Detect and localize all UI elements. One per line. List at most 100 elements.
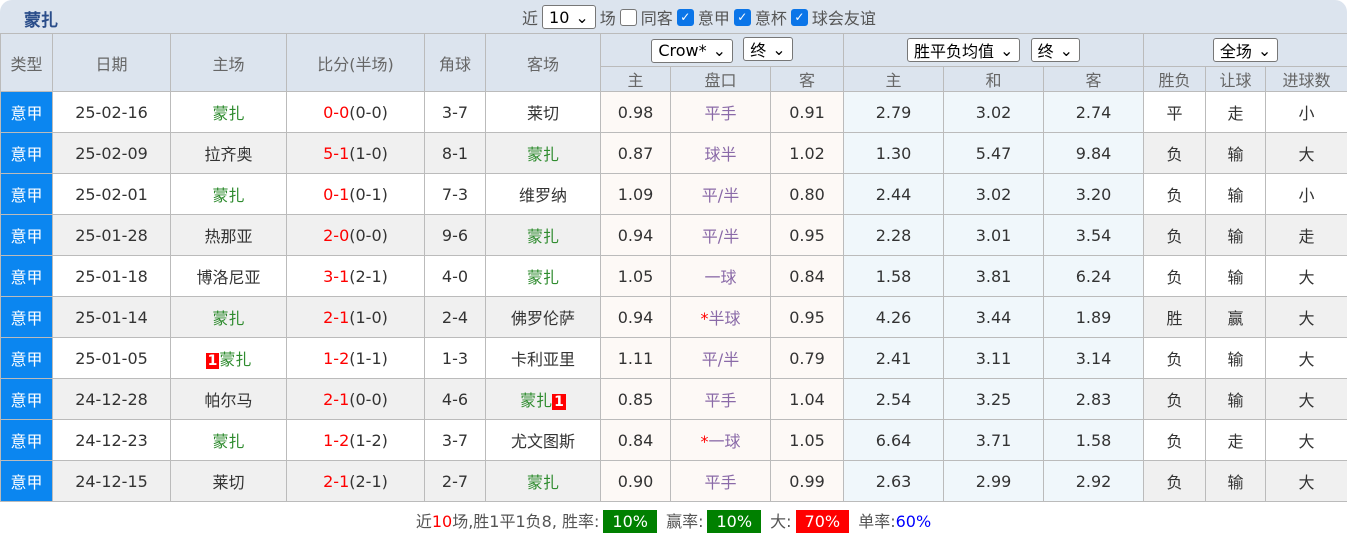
home-team-name[interactable]: 蒙扎 (212, 186, 245, 205)
away-cell: 尤文图斯 (485, 419, 601, 461)
score-cell[interactable]: 3-1(2-1) (286, 255, 425, 297)
company-select[interactable]: Crow* ⌄ (651, 38, 734, 63)
away-team-name[interactable]: 卡利亚里 (510, 350, 575, 369)
handicap-line: 平手 (704, 391, 737, 410)
odds-away-cell: 1.05 (769, 419, 845, 461)
euro-away-cell: 1.89 (1043, 296, 1145, 338)
away-team-name[interactable]: 蒙扎 (526, 227, 559, 246)
league-cell: 意甲 (0, 91, 53, 133)
score-cell[interactable]: 2-1(0-0) (286, 378, 425, 420)
odds-line-cell: 一球 (670, 255, 771, 297)
match-row: 意甲 25-01-18 博洛尼亚 3-1(2-1) 4-0 蒙扎 1.05 一球… (0, 255, 1347, 297)
score-cell[interactable]: 1-2(1-1) (286, 337, 425, 379)
filter-checkbox-friendly[interactable]: ✓ (790, 8, 808, 26)
summary-prefix: 近 (415, 512, 432, 531)
home-team-name[interactable]: 帕尔马 (204, 391, 253, 410)
home-cell: 莱切 (170, 460, 287, 502)
home-team-name[interactable]: 博洛尼亚 (196, 268, 261, 287)
handicap-result-cell: 走 (1205, 419, 1267, 461)
euro-away-cell: 1.58 (1043, 419, 1145, 461)
odds-home-cell: 0.84 (600, 419, 671, 461)
date-cell: 25-02-16 (52, 91, 171, 133)
handicap-line: 平/半 (701, 227, 740, 246)
odds-line-cell: 平手 (670, 378, 771, 420)
away-team-name[interactable]: 蒙扎 (526, 473, 559, 492)
corner-cell: 3-7 (424, 419, 486, 461)
result-cell: 负 (1143, 460, 1207, 502)
euro-home-cell: 6.64 (843, 419, 945, 461)
corner-cell: 2-7 (424, 460, 486, 502)
date-cell: 24-12-15 (52, 460, 171, 502)
filter-checkbox-serie-a[interactable]: ✓ (676, 8, 694, 26)
home-team-name[interactable]: 热那亚 (204, 227, 253, 246)
score-cell[interactable]: 2-1(2-1) (286, 460, 425, 502)
star-mark: * (700, 309, 709, 328)
home-cell: 博洛尼亚 (170, 255, 287, 297)
goals-result-cell: 走 (1265, 214, 1347, 256)
score-cell[interactable]: 0-0(0-0) (286, 91, 425, 133)
euro-draw-cell: 3.01 (943, 214, 1045, 256)
col-odds-home: 主 (600, 66, 671, 92)
home-cell: 蒙扎 (170, 173, 287, 215)
match-row: 意甲 25-01-14 蒙扎 2-1(1-0) 2-4 佛罗伦萨 0.94 *半… (0, 296, 1347, 338)
euro-home-cell: 2.54 (843, 378, 945, 420)
away-team-name[interactable]: 蒙扎 (526, 268, 559, 287)
score-cell[interactable]: 1-2(1-2) (286, 419, 425, 461)
red-card-count: 1 (205, 353, 220, 369)
date-cell: 25-01-28 (52, 214, 171, 256)
big-rate-badge: 70% (795, 510, 850, 533)
full-time-score: 2-0 (323, 225, 350, 245)
period-value: 全场 (1219, 42, 1252, 61)
same-checkbox[interactable] (619, 8, 637, 26)
filter-label: 意甲 (697, 9, 730, 28)
away-team-name[interactable]: 莱切 (526, 104, 559, 123)
chevron-down-icon: ⌄ (575, 7, 589, 27)
euro-home-cell: 1.58 (843, 255, 945, 297)
away-team-name[interactable]: 维罗纳 (518, 186, 567, 205)
date-cell: 24-12-23 (52, 419, 171, 461)
home-team-name[interactable]: 蒙扎 (219, 350, 252, 369)
full-time-score: 3-1 (323, 266, 350, 286)
goals-result-cell: 大 (1265, 255, 1347, 297)
home-team-name[interactable]: 蒙扎 (212, 104, 245, 123)
score-cell[interactable]: 2-1(1-0) (286, 296, 425, 338)
handicap-result-cell: 赢 (1205, 296, 1267, 338)
euro-home-cell: 2.41 (843, 337, 945, 379)
score-cell[interactable]: 5-1(1-0) (286, 132, 425, 174)
home-cell: 蒙扎 (170, 419, 287, 461)
away-team-name[interactable]: 蒙扎 (526, 145, 559, 164)
euro-away-cell: 3.20 (1043, 173, 1145, 215)
count-select[interactable]: 10 ⌄ (542, 5, 596, 29)
half-time-score: (2-1) (349, 266, 388, 286)
filter-checkbox-coppa[interactable]: ✓ (733, 8, 751, 26)
avg-select[interactable]: 胜平负均值 ⌄ (907, 38, 1021, 62)
home-cell: 热那亚 (170, 214, 287, 256)
summary: 近10场,胜1平1负8, 胜率: 10% 赢率: 10% 大: 70% 单率:60% (0, 508, 1347, 533)
away-team-name[interactable]: 尤文图斯 (510, 432, 575, 451)
half-time-score: (0-0) (349, 225, 388, 245)
home-team-name[interactable]: 莱切 (212, 473, 245, 492)
company-time-select[interactable]: 终 ⌄ (743, 37, 793, 62)
period-select[interactable]: 全场 ⌄ (1212, 38, 1279, 62)
away-team-name[interactable]: 佛罗伦萨 (510, 309, 575, 328)
odds-home-cell: 0.85 (600, 378, 671, 420)
time-value: 终 (750, 41, 767, 61)
full-time-score: 5-1 (323, 143, 350, 163)
home-team-name[interactable]: 蒙扎 (212, 432, 245, 451)
score-cell[interactable]: 2-0(0-0) (286, 214, 425, 256)
handicap-result-cell: 输 (1205, 132, 1267, 174)
full-time-score: 2-1 (323, 389, 350, 409)
euro-draw-cell: 3.25 (943, 378, 1045, 420)
odds-home-cell: 1.11 (600, 337, 671, 379)
euro-draw-cell: 3.81 (943, 255, 1045, 297)
away-cell: 卡利亚里 (485, 337, 601, 379)
home-team-name[interactable]: 拉齐奥 (204, 145, 253, 164)
match-row: 意甲 24-12-28 帕尔马 2-1(0-0) 4-6 蒙扎 1 0.85 平手… (0, 378, 1347, 420)
euro-home-cell: 1.30 (843, 132, 945, 174)
euro-home-cell: 2.79 (843, 91, 945, 133)
filter-bar: 蒙扎 近 10 ⌄ 场 同客 ✓ 意甲 ✓ 意杯 ✓ 球会友谊 (0, 0, 1347, 33)
home-team-name[interactable]: 蒙扎 (212, 309, 245, 328)
avg-time-select[interactable]: 终 ⌄ (1030, 38, 1081, 62)
score-cell[interactable]: 0-1(0-1) (286, 173, 425, 215)
away-team-name[interactable]: 蒙扎 (520, 391, 553, 410)
